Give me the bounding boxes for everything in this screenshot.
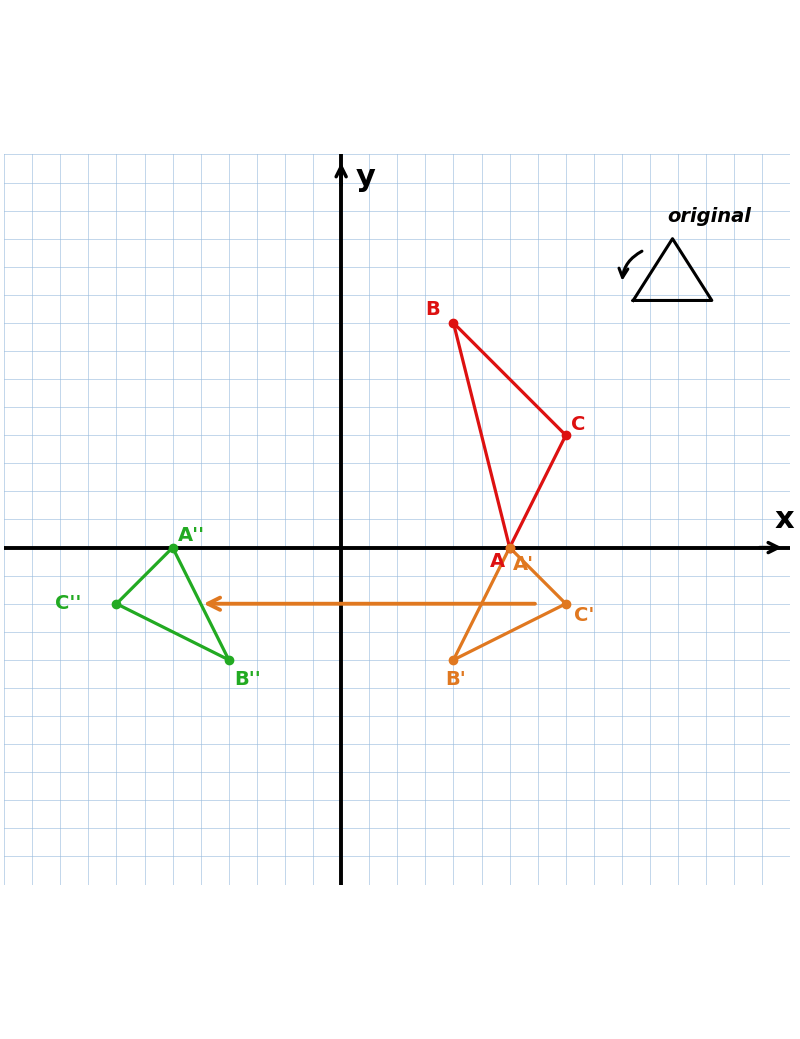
Text: A: A: [490, 553, 505, 571]
Text: A': A': [513, 555, 534, 574]
Text: A'': A'': [178, 526, 206, 544]
Text: C': C': [574, 606, 594, 624]
Text: B': B': [445, 670, 466, 689]
Text: x: x: [775, 505, 794, 534]
Text: B: B: [426, 299, 440, 319]
Text: C'': C'': [54, 594, 81, 613]
Text: original: original: [667, 207, 750, 225]
Text: B'': B'': [234, 670, 261, 689]
Text: C: C: [571, 415, 586, 433]
Text: y: y: [355, 163, 375, 192]
